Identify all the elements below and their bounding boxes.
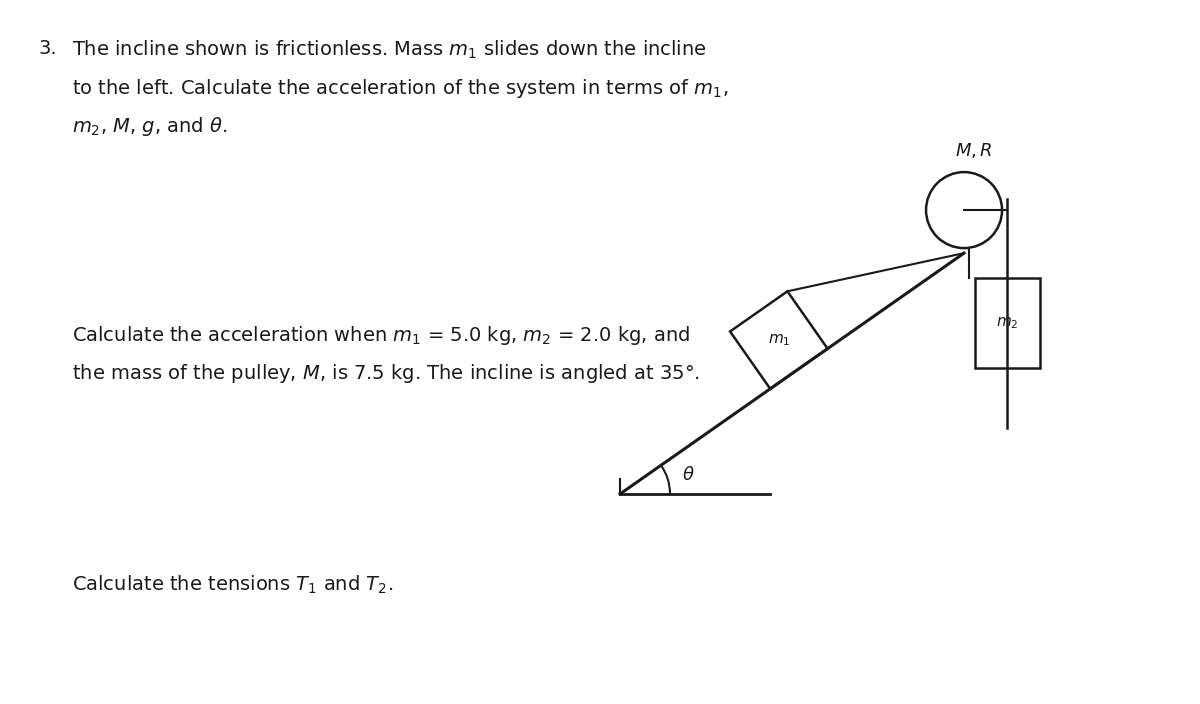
Text: $m_1$: $m_1$ xyxy=(768,332,790,348)
Text: 3.: 3. xyxy=(38,39,56,58)
Text: $\theta$: $\theta$ xyxy=(682,466,695,484)
Bar xyxy=(974,278,1039,368)
Text: to the left. Calculate the acceleration of the system in terms of $m_1$,: to the left. Calculate the acceleration … xyxy=(72,77,728,100)
Polygon shape xyxy=(730,291,828,389)
Text: $M, R$: $M, R$ xyxy=(955,141,992,160)
Text: the mass of the pulley, $M$, is 7.5 kg. The incline is angled at 35°.: the mass of the pulley, $M$, is 7.5 kg. … xyxy=(72,362,700,385)
Text: Calculate the tensions $T_1$ and $T_2$.: Calculate the tensions $T_1$ and $T_2$. xyxy=(72,574,394,596)
Text: $m_2$: $m_2$ xyxy=(996,315,1019,331)
Circle shape xyxy=(926,172,1002,248)
Text: The incline shown is frictionless. Mass $m_1$ slides down the incline: The incline shown is frictionless. Mass … xyxy=(72,39,707,61)
Text: Calculate the acceleration when $m_1$ = 5.0 kg, $m_2$ = 2.0 kg, and: Calculate the acceleration when $m_1$ = … xyxy=(72,324,690,347)
Text: $m_2$, $M$, $g$, and $\theta$.: $m_2$, $M$, $g$, and $\theta$. xyxy=(72,115,228,138)
